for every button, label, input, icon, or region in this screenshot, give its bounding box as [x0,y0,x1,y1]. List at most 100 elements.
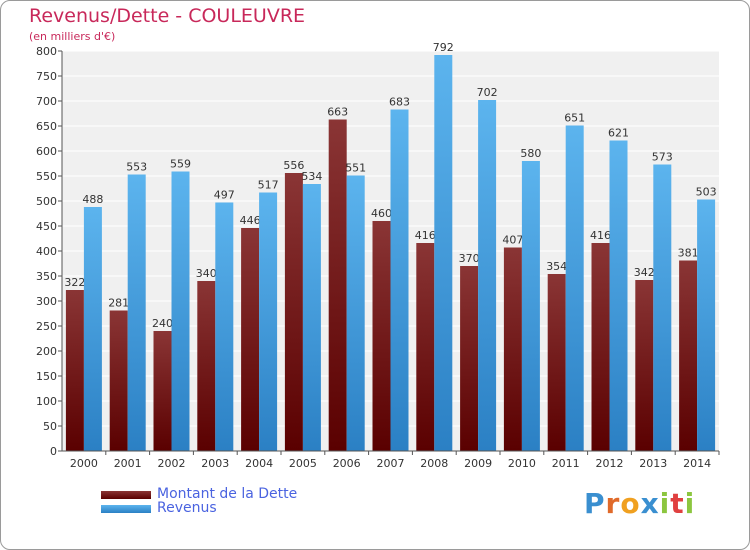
data-label-revenue: 580 [520,147,541,160]
x-tick-label: 2007 [377,457,405,470]
y-tick-label: 200 [36,345,57,358]
bar-debt [460,266,479,451]
bar-debt [65,290,84,451]
bar-debt [109,310,128,451]
bar-debt [328,119,347,451]
x-axis: 2000 2001 2002 2003 2004 2005 2006 2007 2008 2009… [62,450,720,470]
x-tick-label: 2014 [683,457,711,470]
data-label-debt: 240 [152,317,173,330]
legend-swatch-debt [101,491,151,499]
data-label-debt: 342 [634,266,655,279]
data-label-revenue: 551 [345,162,366,175]
data-label-debt: 446 [240,214,261,227]
y-tick-label: 0 [50,445,57,458]
y-tick-label: 450 [36,220,57,233]
data-label-debt: 340 [196,267,217,280]
y-tick-label: 750 [36,70,57,83]
bar-debt [679,260,698,451]
data-label-debt: 281 [108,297,129,310]
bar-revenue [521,161,540,451]
data-label-revenue: 702 [477,86,498,99]
y-tick-label: 650 [36,120,57,133]
bar-debt [635,280,654,451]
bar-debt [241,228,260,451]
y-tick-label: 500 [36,195,57,208]
bar-debt [547,274,566,451]
bar-revenue [390,109,409,451]
proxiti-logo: Proxiti [584,487,696,520]
data-label-revenue: 517 [258,179,279,192]
x-tick-label: 2002 [158,457,186,470]
bar-revenue [302,184,321,451]
bar-revenue [653,164,672,451]
data-label-debt: 407 [502,234,523,247]
x-tick-label: 2004 [245,457,273,470]
bar-debt [372,221,391,451]
bar-revenue [259,192,278,451]
legend-label-debt: Montant de la Dette [157,486,298,502]
y-tick-label: 250 [36,320,57,333]
y-tick-label: 50 [43,420,57,433]
data-label-debt: 663 [327,106,348,119]
x-tick-label: 2012 [596,457,624,470]
x-tick-label: 2009 [464,457,492,470]
data-label-revenue: 488 [82,193,103,206]
bar-revenue [127,174,146,451]
x-tick-label: 2003 [201,457,229,470]
data-label-revenue: 621 [608,127,629,140]
y-tick-label: 400 [36,245,57,258]
bar-revenue [565,125,584,451]
bar-debt [416,243,435,451]
bar-debt [591,243,610,451]
y-tick-label: 550 [36,170,57,183]
data-label-revenue: 651 [564,112,585,125]
data-label-revenue: 534 [301,170,322,183]
x-tick-label: 2006 [333,457,361,470]
data-label-revenue: 553 [126,161,147,174]
data-label-revenue: 683 [389,96,410,109]
data-label-revenue: 503 [696,186,717,199]
x-tick-label: 2010 [508,457,536,470]
x-tick-label: 2013 [639,457,667,470]
bar-revenue [83,207,102,451]
bar-revenue [478,100,497,451]
bar-debt [284,173,303,451]
y-tick-label: 150 [36,370,57,383]
data-label-revenue: 573 [652,151,673,164]
bar-revenue [215,202,234,451]
y-tick-label: 350 [36,270,57,283]
x-tick-label: 2011 [552,457,580,470]
data-label-debt: 322 [64,276,85,289]
legend-swatch-revenue [101,505,151,513]
y-tick-label: 700 [36,95,57,108]
bar-revenue [434,55,453,451]
data-label-debt: 354 [546,260,567,273]
x-tick-label: 2000 [70,457,98,470]
data-label-debt: 370 [459,252,480,265]
y-axis: 0 50 100 150 200 250 300 350 400 450 500 550 600 650 7… [36,45,63,458]
x-tick-label: 2001 [114,457,142,470]
x-tick-label: 2008 [420,457,448,470]
bar-revenue [171,171,190,451]
data-label-debt: 556 [283,159,304,172]
y-tick-label: 600 [36,145,57,158]
chart-subtitle: (en milliers d'€) [29,30,116,43]
bar-debt [153,331,172,451]
chart-title: Revenus/Dette - COULEUVRE [29,5,306,27]
bar-revenue [609,140,628,451]
data-label-revenue: 559 [170,158,191,171]
bar-debt [503,247,522,451]
data-label-debt: 460 [371,207,392,220]
x-tick-label: 2005 [289,457,317,470]
data-label-debt: 416 [590,229,611,242]
bar-revenue [697,199,716,451]
data-label-revenue: 497 [214,189,235,202]
y-tick-label: 800 [36,45,57,58]
data-label-debt: 416 [415,229,436,242]
y-tick-label: 300 [36,295,57,308]
y-tick-label: 100 [36,395,57,408]
legend-label-revenue: Revenus [157,500,217,516]
